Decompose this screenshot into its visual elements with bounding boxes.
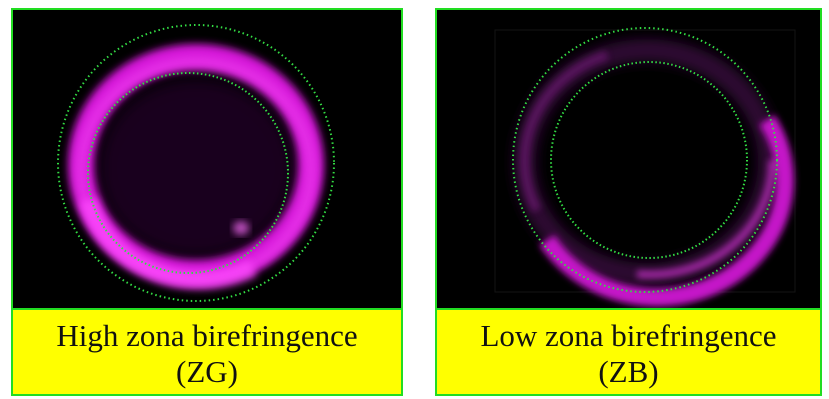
caption-zg-line1: High zona birefringence	[56, 318, 358, 353]
panel-low-birefringence: Low zona birefringence (ZB)	[435, 8, 822, 396]
caption-zb-line2: (ZB)	[598, 354, 659, 389]
inner-haze	[98, 78, 294, 258]
zona-image-zb	[437, 10, 820, 308]
bright-spot	[233, 221, 249, 235]
inner-dotted-circle	[550, 61, 748, 259]
zona-image-zg	[13, 10, 401, 308]
caption-zb: Low zona birefringence (ZB)	[437, 308, 820, 394]
micrograph-zb	[437, 10, 820, 308]
caption-zg-line2: (ZG)	[176, 354, 238, 389]
panel-high-birefringence: High zona birefringence (ZG)	[11, 8, 403, 396]
micrograph-zg	[13, 10, 401, 308]
caption-zg: High zona birefringence (ZG)	[13, 308, 401, 394]
outer-dotted-circle	[57, 24, 335, 302]
outer-dotted-circle	[512, 27, 778, 293]
zona-ring-bright-arc	[539, 115, 794, 307]
caption-zb-line1: Low zona birefringence	[480, 318, 777, 353]
inner-dotted-circle	[87, 72, 289, 274]
